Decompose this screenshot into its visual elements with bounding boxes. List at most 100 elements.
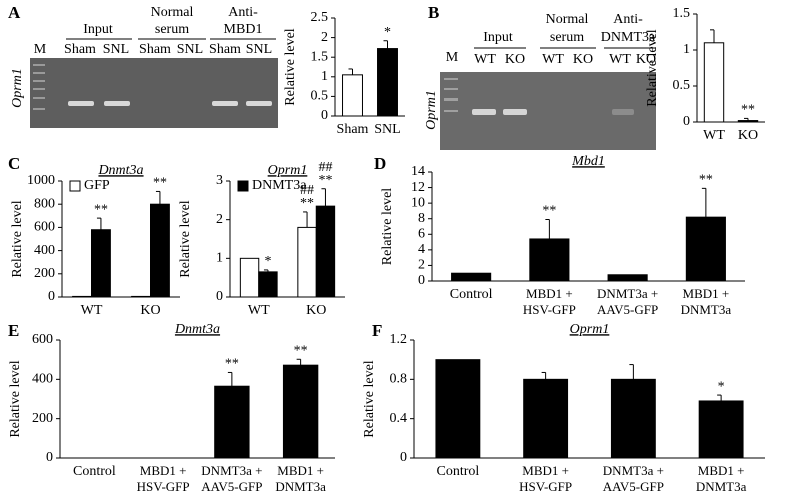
y-tick-label: 2.5: [311, 10, 329, 25]
gel: [30, 58, 278, 128]
y-tick-label: 600: [32, 332, 53, 347]
bar: [282, 364, 319, 459]
bar: [342, 74, 363, 117]
y-axis-label: Relative level: [380, 188, 395, 265]
y-tick-label: 12: [411, 180, 425, 195]
x-tick-label: SNL: [374, 122, 400, 137]
bar: [239, 257, 260, 298]
panel-letter: F: [372, 321, 382, 340]
bar: [150, 203, 170, 298]
y-tick-label: 0.5: [673, 78, 691, 93]
y-tick-label: 1.2: [390, 332, 408, 347]
group-label: Anti-: [613, 12, 643, 27]
y-tick-label: 200: [32, 411, 53, 426]
x-tick-label: KO: [306, 303, 326, 318]
significance: **: [225, 357, 239, 372]
bar: [131, 295, 151, 298]
significance: **: [318, 173, 332, 188]
lane-label: KO: [505, 52, 525, 67]
x-tick-label: DNMT3a: [681, 302, 732, 317]
group-label: Normal: [151, 5, 194, 20]
group-label: serum: [155, 22, 189, 37]
x-tick-label: MBD1 +: [140, 463, 187, 478]
x-tick-label: DNMT3a: [275, 479, 326, 494]
x-tick-label: MBD1 +: [698, 463, 745, 478]
x-tick-label: HSV-GFP: [137, 479, 190, 494]
lane-label: Sham: [64, 42, 96, 57]
y-tick-label: 0: [400, 450, 407, 465]
y-axis-label: Relative level: [283, 28, 298, 105]
lane-label: Sham: [139, 42, 171, 57]
y-tick-label: 2: [216, 212, 223, 227]
y-tick-label: 0: [48, 289, 55, 304]
y-tick-label: 6: [418, 227, 425, 242]
y-axis-label: Relative level: [178, 200, 193, 277]
panel-letter: C: [8, 154, 20, 173]
y-tick-label: 0: [683, 114, 690, 129]
bar: [703, 42, 725, 123]
x-tick-label: DNMT3a +: [597, 286, 658, 301]
y-tick-label: 400: [32, 372, 53, 387]
lane-label: WT: [542, 52, 564, 67]
x-tick-label: HSV-GFP: [523, 302, 576, 317]
marker-label: M: [34, 42, 47, 57]
y-axis-label: Relative level: [10, 200, 25, 277]
y-axis-label: Relative level: [362, 360, 377, 437]
bar: [529, 238, 570, 282]
panel-letter: E: [8, 321, 19, 340]
bar: [72, 295, 93, 298]
y-tick-label: 2: [321, 30, 328, 45]
y-axis-label: Relative level: [8, 360, 23, 437]
significance: *: [718, 379, 725, 394]
lane-label: SNL: [177, 42, 203, 57]
legend-swatch: [69, 180, 81, 192]
y-axis-label: Relative level: [645, 29, 660, 106]
lane-label: KO: [636, 52, 656, 67]
lane-label: WT: [474, 52, 496, 67]
y-tick-label: 4: [418, 242, 425, 257]
x-tick-label: DNMT3a: [696, 479, 747, 494]
lane-label: WT: [609, 52, 631, 67]
significance: *: [384, 25, 391, 40]
bands: [68, 101, 272, 106]
bar: [258, 271, 278, 298]
legend-label: GFP: [84, 178, 110, 193]
x-tick-label: AAV5-GFP: [603, 479, 664, 494]
y-tick-label: 0: [46, 450, 53, 465]
legend-label: DNMT3a: [252, 178, 307, 193]
gene-label: Oprm1: [10, 68, 25, 108]
gel-a: M Oprm1 Input Normal serum Anti- MBD1 Sh…: [10, 5, 278, 128]
significance: **: [294, 343, 308, 358]
x-tick-label: WT: [248, 303, 270, 318]
y-tick-label: 8: [418, 211, 425, 226]
significance: ##: [318, 160, 332, 175]
bar: [315, 205, 336, 298]
gene-label: Oprm1: [424, 90, 439, 130]
y-tick-label: 3: [216, 173, 223, 188]
x-tick-label: MBD1 +: [277, 463, 324, 478]
group-label: Normal: [546, 12, 589, 27]
bar: [214, 385, 250, 459]
y-tick-label: 0: [321, 108, 328, 123]
bar: [435, 359, 481, 459]
panel-letter: D: [374, 154, 386, 173]
chart-title: Dnmt3a: [174, 322, 220, 337]
significance: **: [94, 202, 108, 217]
lane-label: SNL: [246, 42, 272, 57]
group-label: serum: [550, 30, 584, 45]
lane-label: SNL: [103, 42, 129, 57]
y-tick-label: 0.5: [311, 89, 329, 104]
y-tick-label: 1: [683, 42, 690, 57]
chart-title: Oprm1: [268, 163, 308, 178]
group-label: MBD1: [224, 22, 263, 37]
x-tick-label: AAV5-GFP: [597, 302, 658, 317]
bar: [737, 120, 759, 123]
x-tick-label: Control: [436, 464, 479, 479]
chart-title: Mbd1: [571, 154, 605, 169]
y-tick-label: 600: [34, 220, 55, 235]
bar: [607, 274, 648, 282]
significance: **: [542, 204, 556, 219]
x-tick-label: MBD1 +: [526, 286, 573, 301]
bar: [377, 48, 398, 117]
